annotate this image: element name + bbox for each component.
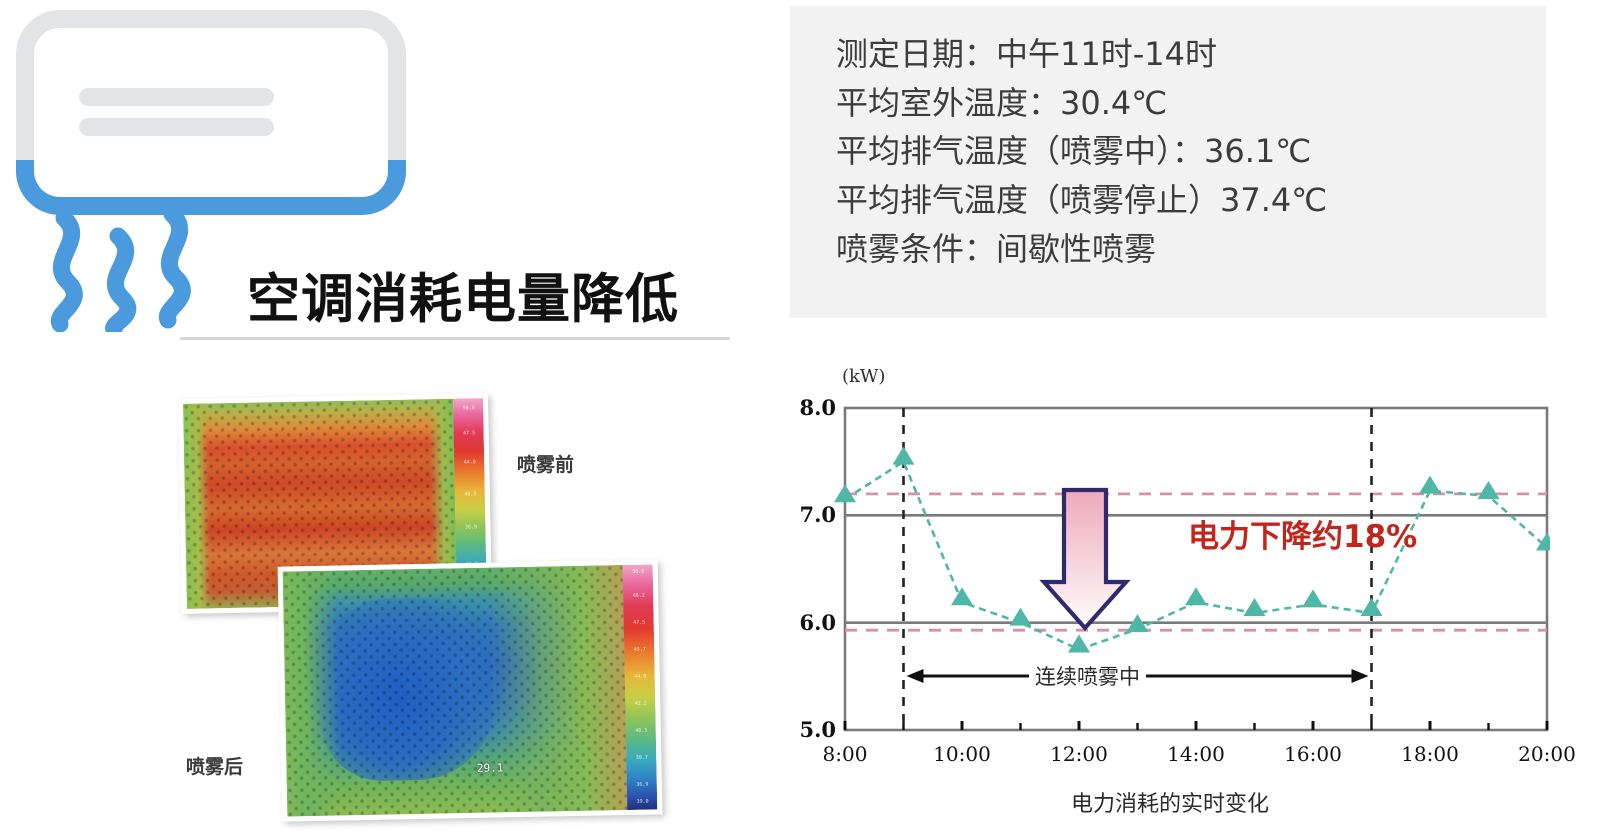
data-point-marker [1477,481,1500,500]
honeycomb-texture [282,565,628,817]
down-arrow-annotation [1039,487,1131,632]
x-axis-tick-label: 20:00 [1518,742,1576,766]
ac-body [16,10,406,215]
y-axis-tick-label: 5.0 [799,717,836,742]
data-point-marker [1009,607,1032,626]
info-line: 喷雾条件：间歇性喷雾 [836,229,1157,268]
spray-span-label: 连续喷雾中 [1029,661,1146,691]
y-axis-tick-label: 8.0 [799,395,836,420]
thermal-after-label: 喷雾后 [186,756,244,778]
y-axis-tick-label: 6.0 [799,609,836,635]
data-point-marker [1419,475,1441,494]
x-axis-tick-label: 18:00 [1401,742,1459,766]
data-point-marker [1302,589,1324,608]
headline-divider [180,337,730,340]
ac-vent-slot [79,88,274,106]
data-point-marker [1360,598,1383,617]
data-point-marker [834,484,856,503]
ac-bottom-trim [16,160,406,215]
x-axis-tick-label: 8:00 [822,742,868,766]
plot-frame [843,406,1549,732]
thermal-after-render: 29.1 [282,565,628,817]
x-axis-tick-label: 10:00 [933,742,991,766]
data-point-marker [892,446,915,465]
airflow-wave-icon [36,212,256,332]
page-title: 空调消耗电量降低 [247,269,679,330]
chart-unit-label: (kW) [842,366,886,387]
info-line: 测定日期：中午11时-14时 [836,35,1217,73]
colorbar-min-label: 39.0 [636,798,649,806]
air-conditioner-icon [16,10,406,215]
thermal-colorbar-after: 50.0 48.2 47.5 45.7 44.0 42.2 40.5 38.7 … [622,564,658,811]
x-axis-tick-label: 16:00 [1284,742,1342,766]
thermal-after-temp-readout: 29.1 [476,760,504,775]
data-point-marker [1185,587,1207,606]
ac-vent-slot [79,118,274,136]
data-point-marker [1126,614,1149,633]
power-consumption-chart: (kW) 8.0 7.0 6.0 5.0 8:00 10:00 12:00 14… [790,356,1575,826]
power-drop-annotation: 电力下降约18% [1188,519,1418,555]
chart-plot-area [834,406,1550,732]
y-axis-tick-label: 7.0 [799,502,836,528]
right-panel: 测定日期：中午11时-14时 平均室外温度：30.4℃ 平均排气温度（喷雾中）：… [790,0,1576,831]
thermal-image-after: 29.1 50.0 48.2 47.5 45.7 44.0 42.2 40.5 … [277,559,663,822]
info-line: 平均排气温度（喷雾中）：36.1℃ [836,132,1312,171]
measurement-info-box: 测定日期：中午11时-14时 平均室外温度：30.4℃ 平均排气温度（喷雾中）：… [790,6,1546,318]
thermal-before-label: 喷雾前 [517,454,575,476]
measurement-info-list: 测定日期：中午11时-14时 平均室外温度：30.4℃ 平均排气温度（喷雾中）：… [790,6,1546,273]
chart-caption: 电力消耗的实时变化 [1070,792,1269,817]
x-axis-tick-label: 14:00 [1167,742,1225,766]
info-line: 平均室外温度：30.4℃ [836,83,1168,122]
data-point-marker [951,587,973,606]
info-line: 平均排气温度（喷雾停止）37.4℃ [836,180,1328,219]
data-point-marker [1243,598,1266,617]
data-point-marker [1068,634,1090,653]
x-axis-tick-label: 12:00 [1050,742,1108,766]
data-point-marker [1536,532,1550,551]
left-panel: 空调消耗电量降低 50.0 47.5 44.0 40.5 36.9 33.0 [0,0,780,831]
